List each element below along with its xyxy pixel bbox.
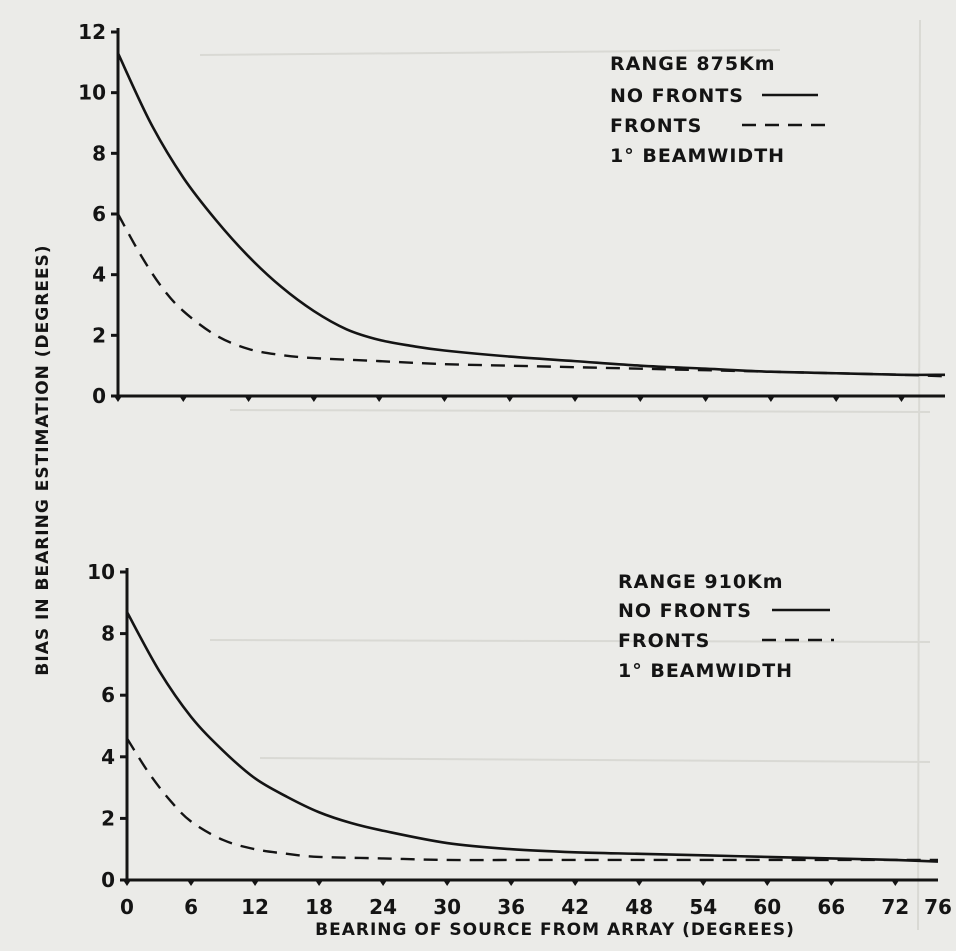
bottom-y-tick-label: 10 bbox=[87, 560, 115, 584]
bottom-legend-no-fronts: NO FRONTS bbox=[618, 600, 752, 622]
top-legend: RANGE 875Km NO FRONTS FRONTS 1° BEAMWIDT… bbox=[610, 53, 826, 167]
top-x-tick bbox=[897, 396, 906, 402]
top-legend-range: RANGE 875Km bbox=[610, 53, 776, 75]
bottom-x-tick bbox=[827, 880, 836, 886]
top-x-tick bbox=[244, 396, 253, 402]
top-y-tick-label: 12 bbox=[78, 20, 106, 44]
top-chart-panel: 0 2 4 6 8 10 12 RANGE 875Km NO FRONTS FRONTS 1… bbox=[78, 20, 946, 408]
bottom-legend-range: RANGE 910Km bbox=[618, 571, 784, 593]
top-y-tick-label: 6 bbox=[92, 202, 106, 226]
top-x-tick bbox=[832, 396, 841, 402]
top-y-tick-label: 8 bbox=[92, 141, 106, 165]
bottom-x-tick bbox=[315, 880, 324, 886]
bottom-x-tick bbox=[187, 880, 196, 886]
bottom-y-tick-label: 4 bbox=[101, 745, 115, 769]
bottom-x-tick bbox=[123, 880, 131, 886]
bottom-legend-beamwidth: 1° BEAMWIDTH bbox=[618, 660, 793, 682]
top-x-tick bbox=[440, 396, 449, 402]
scan-artifacts bbox=[199, 19, 931, 931]
bottom-x-tick-label: 18 bbox=[305, 895, 333, 919]
top-x-tick bbox=[505, 396, 514, 402]
bottom-x-tick-label: 48 bbox=[625, 895, 653, 919]
top-x-tick bbox=[636, 396, 645, 402]
bottom-x-tick-label: 54 bbox=[689, 895, 717, 919]
top-legend-beamwidth: 1° BEAMWIDTH bbox=[610, 145, 785, 167]
bottom-x-tick bbox=[507, 880, 516, 886]
top-plot-area: 0 2 4 6 8 10 12 bbox=[78, 20, 946, 408]
top-x-tick bbox=[571, 396, 580, 402]
bottom-x-tick bbox=[251, 880, 260, 886]
bottom-x-tick-label: 42 bbox=[561, 895, 589, 919]
bottom-y-tick-label: 2 bbox=[101, 806, 115, 830]
top-x-tick bbox=[375, 396, 384, 402]
bottom-y-tick-label: 8 bbox=[101, 622, 115, 646]
bottom-series-no-fronts-line bbox=[125, 611, 939, 863]
bottom-x-tick bbox=[635, 880, 644, 886]
top-y-tick-label: 2 bbox=[92, 323, 106, 347]
top-legend-fronts: FRONTS bbox=[610, 115, 702, 137]
bottom-y-tick-label: 6 bbox=[101, 683, 115, 707]
bottom-x-tick-label: 6 bbox=[184, 895, 198, 919]
bottom-legend: RANGE 910Km NO FRONTS FRONTS 1° BEAMWIDT… bbox=[618, 571, 834, 682]
bottom-x-tick bbox=[699, 880, 708, 886]
bottom-x-tick-label: 12 bbox=[241, 895, 269, 919]
bottom-series-fronts-line bbox=[125, 737, 938, 862]
bottom-x-tick-label: 36 bbox=[497, 895, 525, 919]
top-series-no-fronts-line bbox=[116, 52, 946, 377]
bottom-x-tick bbox=[763, 880, 772, 886]
bottom-x-tick bbox=[443, 880, 452, 886]
top-y-tick-label: 0 bbox=[92, 384, 106, 408]
top-y-tick-label: 10 bbox=[78, 81, 106, 105]
top-legend-no-fronts: NO FRONTS bbox=[610, 85, 744, 107]
bottom-legend-fronts: FRONTS bbox=[618, 630, 710, 652]
top-x-tick bbox=[766, 396, 775, 402]
y-axis-label: BIAS IN BEARING ESTIMATION (DEGREES) bbox=[33, 244, 53, 675]
bottom-x-tick-label: 24 bbox=[369, 895, 397, 919]
bottom-x-tick-label: 60 bbox=[753, 895, 781, 919]
bottom-x-tick-label: 72 bbox=[881, 895, 909, 919]
x-axis-label: BEARING OF SOURCE FROM ARRAY (DEGREES) bbox=[315, 920, 795, 940]
bottom-y-tick-label: 0 bbox=[101, 868, 115, 892]
bottom-x-tick bbox=[891, 880, 900, 886]
bottom-x-tick-label: 30 bbox=[433, 895, 461, 919]
bottom-x-tick-label: 0 bbox=[120, 895, 134, 919]
top-x-tick bbox=[309, 396, 318, 402]
top-series-fronts-line bbox=[116, 213, 946, 378]
top-x-tick bbox=[114, 396, 122, 402]
bottom-x-tick-label: 66 bbox=[817, 895, 845, 919]
top-x-tick bbox=[179, 396, 188, 402]
bottom-x-tick bbox=[379, 880, 388, 886]
bottom-x-tick bbox=[571, 880, 580, 886]
bottom-x-tick-label: 76 bbox=[924, 895, 952, 919]
top-x-tick bbox=[701, 396, 710, 402]
top-y-tick-label: 4 bbox=[92, 263, 106, 287]
